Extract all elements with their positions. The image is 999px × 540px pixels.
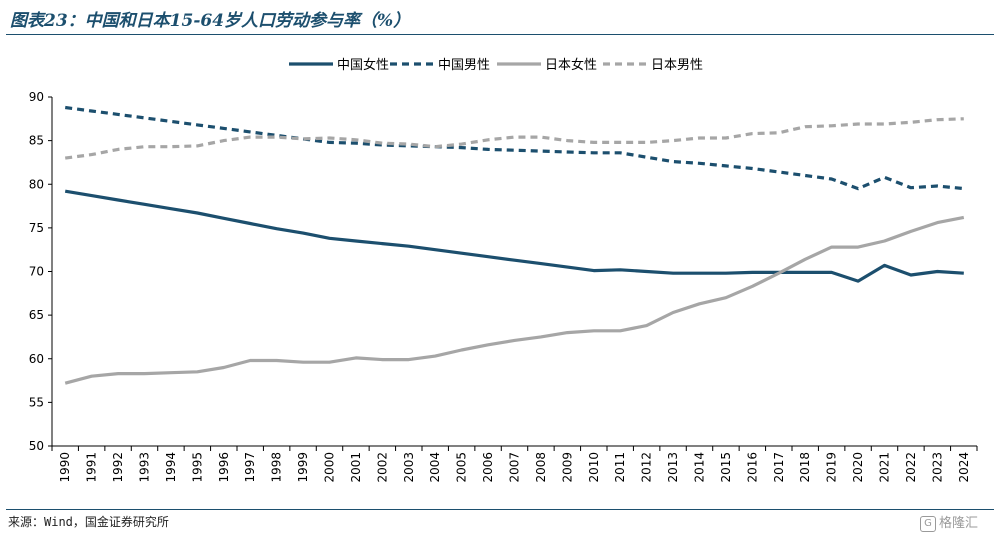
- x-tick-label: 2003: [402, 452, 416, 483]
- x-tick-label: 2005: [455, 452, 469, 483]
- x-tick-label: 2001: [349, 452, 363, 483]
- source-note: 来源：Wind，国金证券研究所: [8, 515, 169, 529]
- x-tick-label: 1998: [270, 452, 284, 483]
- y-tick-label: 80: [29, 177, 44, 191]
- x-tick-label: 2000: [323, 452, 337, 483]
- x-tick-label: 2018: [798, 452, 812, 483]
- x-tick-label: 1996: [217, 452, 231, 483]
- y-tick-label: 55: [29, 395, 44, 409]
- x-tick-label: 2020: [851, 452, 865, 483]
- x-tick-label: 2014: [693, 452, 707, 483]
- x-tick-label: 2013: [666, 452, 680, 483]
- watermark-logo-icon: G: [920, 515, 936, 532]
- x-tick-label: 1993: [138, 452, 152, 483]
- chart-title: 图表23：中国和日本15-64岁人口劳动参与率（%）: [10, 11, 411, 31]
- x-tick-label: 1992: [111, 452, 125, 483]
- y-tick-label: 85: [29, 134, 44, 148]
- legend-label: 日本女性: [545, 57, 597, 73]
- y-tick-label: 90: [29, 90, 44, 104]
- legend-label: 中国女性: [337, 57, 389, 73]
- x-tick-label: 2012: [640, 452, 654, 483]
- x-tick-label: 2017: [772, 452, 786, 483]
- x-tick-label: 1991: [85, 452, 99, 483]
- x-tick-label: 2009: [560, 452, 574, 483]
- series-lines: [64, 105, 965, 385]
- series-line-2: [64, 105, 964, 191]
- title-rule: [6, 34, 994, 35]
- source-rule: [6, 509, 994, 510]
- x-tick-label: 2007: [508, 452, 522, 483]
- y-tick-label: 60: [29, 352, 44, 366]
- y-tick-label: 65: [29, 308, 44, 322]
- legend-label: 中国男性: [438, 58, 490, 73]
- x-tick-label: 2011: [613, 452, 627, 483]
- x-tick-label: 1995: [190, 452, 204, 483]
- x-tick-label: 1994: [164, 452, 178, 483]
- y-tick-label: 70: [29, 265, 44, 279]
- watermark-text: 格隆汇: [939, 516, 979, 531]
- x-tick-label: 2024: [957, 452, 971, 483]
- x-tick-label: 2015: [719, 452, 733, 483]
- x-tick-label: 2002: [375, 452, 389, 483]
- x-tick-label: 2016: [745, 452, 759, 483]
- x-tick-label: 2004: [428, 452, 442, 483]
- x-tick-label: 2021: [878, 452, 892, 483]
- legend-label: 日本男性: [651, 58, 703, 73]
- x-tick-label: 1997: [243, 452, 257, 483]
- y-tick-label: 75: [29, 221, 44, 235]
- y-tick-label: 50: [29, 439, 44, 453]
- x-tick-label: 2010: [587, 452, 601, 483]
- x-tick-label: 1990: [58, 452, 72, 483]
- x-tick-label: 2008: [534, 452, 548, 483]
- x-tick-label: 2022: [904, 452, 918, 483]
- series-line-3: [64, 215, 965, 385]
- x-tick-label: 2019: [825, 452, 839, 483]
- series-line-1: [64, 189, 964, 283]
- legend: 中国女性 中国男性 日本女性 日本男性: [289, 57, 703, 73]
- x-tick-label: 2006: [481, 452, 495, 483]
- x-tick-label: 1999: [296, 452, 310, 483]
- watermark: G 格隆汇: [920, 512, 978, 532]
- x-tick-label: 2023: [930, 452, 944, 483]
- axes: 50 55 60 65 70 75 80 85 90 1990 1991 1992 1993 1994 19…: [29, 90, 978, 483]
